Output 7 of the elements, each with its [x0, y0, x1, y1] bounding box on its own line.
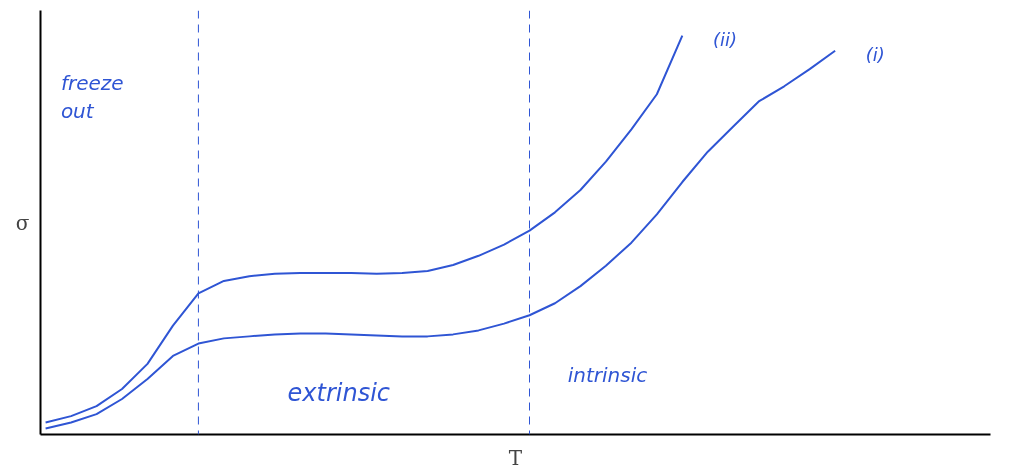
annotation: extrinsic — [287, 378, 391, 407]
y-axis-title: σ — [15, 210, 30, 235]
annotation: freeze out — [60, 70, 124, 124]
series-label: (ii) — [712, 28, 737, 50]
x-axis-title: T — [508, 445, 523, 470]
annotation: intrinsic — [567, 362, 648, 387]
series-label: (i) — [865, 43, 885, 65]
